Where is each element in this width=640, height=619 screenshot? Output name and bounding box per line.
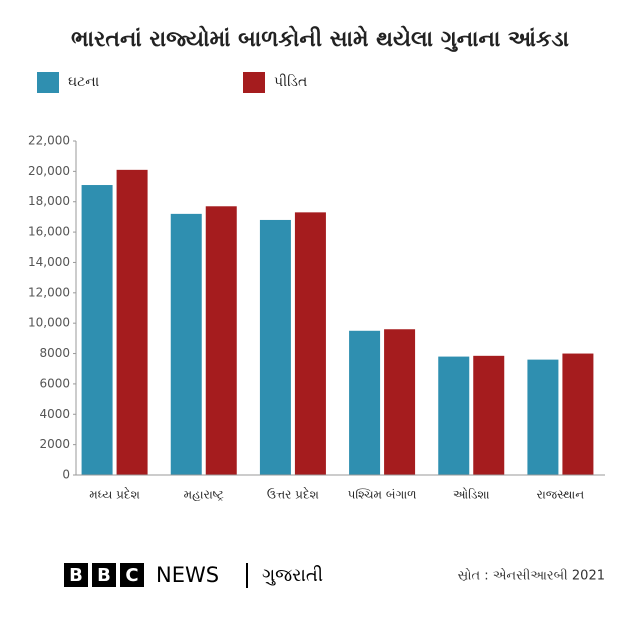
logo-box — [120, 563, 144, 587]
legend-swatch — [243, 72, 265, 93]
x-tick-label: મહારાષ્ટ્ર — [184, 488, 224, 502]
bar — [349, 330, 381, 475]
brand: NEWS — [156, 563, 219, 587]
bar — [294, 212, 326, 475]
y-tick-label: 10,000 — [28, 316, 70, 330]
bar — [384, 329, 416, 475]
y-tick-label: 0 — [62, 468, 70, 482]
bar — [527, 359, 559, 475]
y-tick-label: 4000 — [39, 407, 70, 421]
language: ગુજરાતી — [262, 565, 323, 586]
x-tick-label: ઓડિશા — [453, 488, 490, 502]
footer: B B C NEWS ગુજરાતી સ્રોત : એનસીઆરબી 2021 — [64, 563, 605, 588]
x-tick-label: રાજસ્થાન — [537, 488, 585, 502]
bar — [116, 169, 148, 475]
y-tick-label: 14,000 — [28, 255, 70, 269]
y-tick-label: 2000 — [39, 437, 70, 451]
bar — [205, 206, 237, 476]
logo-letter: B — [69, 565, 83, 586]
y-tick-label: 18,000 — [28, 194, 70, 208]
bar — [81, 185, 113, 475]
x-tick-label: મધ્ય પ્રદેશ — [89, 487, 140, 502]
logo-letter: C — [125, 565, 138, 586]
source: સ્રોત : એનસીઆરબી 2021 — [458, 568, 605, 584]
bar — [562, 353, 594, 475]
bar — [170, 213, 202, 475]
bar — [259, 219, 291, 475]
logo-letter: B — [97, 565, 111, 586]
legend-swatch — [37, 72, 59, 93]
logo-box — [64, 563, 88, 587]
chart-title: ભારતનાં રાજ્યોમાં બાળકોની સામે થયેલા ગુન… — [71, 25, 569, 53]
y-tick-label: 16,000 — [28, 225, 70, 239]
bar — [438, 356, 470, 475]
logo-box — [92, 563, 116, 587]
legend-label: પીડિત — [274, 74, 307, 90]
y-tick-label: 6000 — [39, 376, 70, 390]
legend-label: ઘટના — [68, 74, 99, 90]
y-tick-label: 12,000 — [28, 285, 70, 299]
y-tick-label: 20,000 — [28, 164, 70, 178]
x-tick-label: ઉત્તર પ્રદેશ — [267, 487, 319, 502]
x-tick-label: પશ્ચિમ બંગાળ — [348, 488, 417, 502]
bar — [473, 355, 505, 475]
y-tick-label: 8000 — [39, 346, 70, 360]
y-tick-label: 22,000 — [28, 134, 70, 148]
